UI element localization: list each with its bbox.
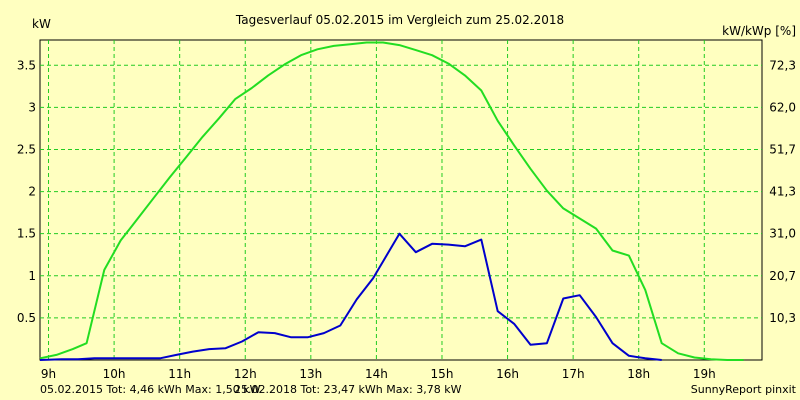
chart-title: Tagesverlauf 05.02.2015 im Vergleich zum… xyxy=(235,13,564,27)
y-tick-label: 3.5 xyxy=(17,58,36,72)
x-tick-label: 9h xyxy=(41,367,56,381)
x-tick-label: 13h xyxy=(299,367,322,381)
x-tick-label: 17h xyxy=(562,367,585,381)
y-tick-label: 0.5 xyxy=(17,311,36,325)
y-tick-label: 1 xyxy=(28,269,36,283)
x-tick-label: 14h xyxy=(365,367,388,381)
footer-credit: SunnyReport pinxit xyxy=(691,383,797,396)
series-layer xyxy=(39,41,744,361)
y2-axis-label: kW/kWp [%] xyxy=(722,24,796,38)
footer-info-2015: 05.02.2015 Tot: 4,46 kWh Max: 1,50 kW xyxy=(40,383,261,396)
series-line-25-02-2018 xyxy=(39,41,744,361)
y-axis-label: kW xyxy=(32,17,51,31)
x-tick-label: 18h xyxy=(627,367,650,381)
series-line-05-02-2015 xyxy=(39,232,662,361)
y-tick-label: 2.5 xyxy=(17,142,36,156)
x-tick-label: 10h xyxy=(103,367,126,381)
y2-tick-label: 20,7 xyxy=(769,269,796,283)
axis-ticks: 9h 10h 11h 12h 13h 14h 15h 16h 17h 18h 19h 0.5 1 1.5 2… xyxy=(17,58,796,381)
x-tick-label: 15h xyxy=(431,367,454,381)
footer-info-2018: 25.02.2018 Tot: 23,47 kWh Max: 3,78 kW xyxy=(234,383,462,396)
y2-tick-label: 51,7 xyxy=(769,142,796,156)
y2-tick-label: 62,0 xyxy=(769,100,796,114)
x-tick-label: 16h xyxy=(496,367,519,381)
y2-tick-label: 41,3 xyxy=(769,185,796,199)
y2-tick-label: 72,3 xyxy=(769,58,796,72)
y-tick-label: 2 xyxy=(28,185,36,199)
y-tick-label: 3 xyxy=(28,100,36,114)
y2-tick-label: 10,3 xyxy=(769,311,796,325)
y-tick-label: 1.5 xyxy=(17,227,36,241)
y2-tick-label: 31,0 xyxy=(769,227,796,241)
x-tick-label: 19h xyxy=(693,367,716,381)
grid-lines xyxy=(40,40,762,360)
plot-area xyxy=(39,39,763,361)
x-tick-label: 12h xyxy=(234,367,257,381)
x-tick-label: 11h xyxy=(168,367,191,381)
